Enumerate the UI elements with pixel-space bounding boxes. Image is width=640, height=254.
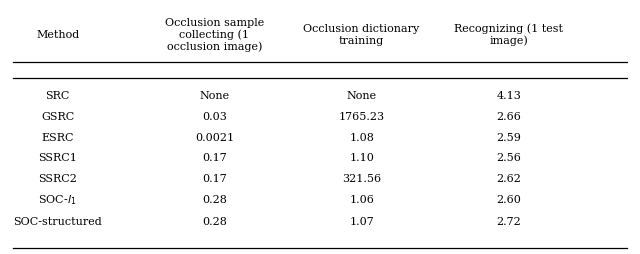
Text: 0.28: 0.28: [202, 195, 227, 205]
Text: 1.10: 1.10: [349, 153, 374, 163]
Text: 2.62: 2.62: [497, 174, 521, 184]
Text: 321.56: 321.56: [342, 174, 381, 184]
Text: Method: Method: [36, 30, 79, 40]
Text: 1.07: 1.07: [349, 217, 374, 227]
Text: 0.28: 0.28: [202, 217, 227, 227]
Text: SOC-structured: SOC-structured: [13, 217, 102, 227]
Text: 2.60: 2.60: [497, 195, 521, 205]
Text: SSRC2: SSRC2: [38, 174, 77, 184]
Text: 0.17: 0.17: [202, 174, 227, 184]
Text: 0.0021: 0.0021: [195, 133, 234, 143]
Text: 1.08: 1.08: [349, 133, 374, 143]
Text: 1.06: 1.06: [349, 195, 374, 205]
Text: SRC: SRC: [45, 91, 70, 101]
Text: SSRC1: SSRC1: [38, 153, 77, 163]
Text: 1765.23: 1765.23: [339, 112, 385, 122]
Text: Occlusion sample
collecting (1
occlusion image): Occlusion sample collecting (1 occlusion…: [164, 18, 264, 52]
Text: 2.56: 2.56: [497, 153, 521, 163]
Text: 0.17: 0.17: [202, 153, 227, 163]
Text: 0.03: 0.03: [202, 112, 227, 122]
Text: 2.59: 2.59: [497, 133, 521, 143]
Text: None: None: [346, 91, 377, 101]
Text: GSRC: GSRC: [41, 112, 74, 122]
Text: 2.66: 2.66: [497, 112, 521, 122]
Text: Recognizing (1 test
image): Recognizing (1 test image): [454, 24, 563, 46]
Text: None: None: [199, 91, 230, 101]
Text: 2.72: 2.72: [497, 217, 521, 227]
Text: 4.13: 4.13: [497, 91, 521, 101]
Text: SOC-$l_1$: SOC-$l_1$: [38, 193, 77, 207]
Text: ESRC: ESRC: [42, 133, 74, 143]
Text: Occlusion dictionary
training: Occlusion dictionary training: [303, 24, 420, 46]
